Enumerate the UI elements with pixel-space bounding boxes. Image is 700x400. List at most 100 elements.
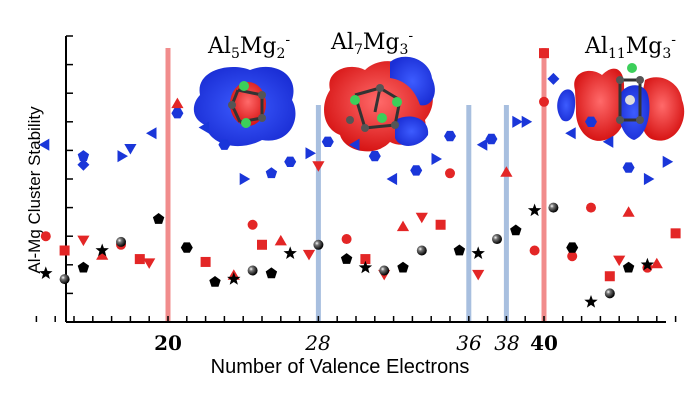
cluster-label-al7mg3: Al7Mg3-: [330, 28, 413, 58]
data-point-s1-1: [59, 245, 70, 256]
x-axis-label: Number of Valence Electrons: [211, 356, 470, 378]
data-point-s2-12: [313, 239, 324, 250]
data-point-s0-20: [476, 138, 488, 151]
data-point-s1-15: [341, 234, 352, 245]
data-point-s0-7: [198, 121, 210, 134]
data-point-s2-15: [379, 265, 390, 276]
data-point-s1-10: [247, 219, 258, 230]
highlight-line-38: [503, 105, 509, 322]
data-point-s2-16: [397, 261, 409, 273]
data-point-s0-24: [547, 72, 560, 85]
y-axis-ticks: [66, 35, 73, 323]
data-point-s2-27: [622, 261, 635, 273]
data-point-s0-30: [662, 155, 674, 168]
data-point-s0-26: [585, 116, 597, 127]
data-point-s2-1: [59, 274, 70, 285]
data-point-s0-16: [386, 172, 398, 186]
data-point-s1-27: [567, 251, 578, 262]
data-point-s1-30: [613, 255, 626, 267]
data-point-s0-10: [265, 167, 278, 179]
data-point-s1-21: [445, 168, 455, 179]
orbital-image-al5mg2: [193, 66, 296, 147]
highlight-line-20: [165, 48, 171, 322]
data-point-s2-2: [77, 261, 90, 273]
data-point-s2-3: [95, 243, 109, 257]
data-point-s2-19: [471, 246, 485, 259]
orbital-image-al11mg3: [557, 63, 685, 141]
x-tick-label-40: 40: [530, 331, 558, 355]
x-tick-label-20: 20: [154, 331, 182, 355]
data-point-s2-9: [247, 265, 258, 276]
data-point-s1-16: [360, 254, 371, 265]
data-point-s2-4: [116, 236, 126, 247]
data-point-s1-18: [396, 220, 410, 232]
highlight-lines: [165, 48, 547, 322]
data-point-s0-14: [349, 138, 360, 151]
data-point-s0-2: [77, 150, 90, 161]
orbital-image-al7mg3: [324, 56, 435, 152]
highlight-line-40: [541, 48, 547, 322]
data-point-s0-6: [171, 108, 184, 119]
data-point-s0-27: [602, 135, 614, 148]
cluster-label-al11mg3: Al11Mg3-: [584, 32, 676, 62]
data-point-s2-28: [640, 257, 655, 271]
data-point-s2-17: [416, 245, 427, 256]
data-point-s2-26: [604, 288, 615, 299]
data-point-s2-8: [227, 272, 241, 285]
data-point-s1-0: [40, 231, 51, 242]
data-point-s0-5: [146, 127, 157, 140]
x-tick-label-28: 28: [304, 331, 330, 355]
data-points: [38, 48, 681, 308]
data-point-s1-34: [670, 228, 681, 239]
data-point-s1-24: [529, 245, 540, 256]
data-point-s2-18: [453, 244, 466, 256]
data-point-s2-6: [180, 242, 193, 253]
data-point-s2-24: [566, 242, 579, 253]
data-point-s2-25: [584, 295, 598, 308]
highlight-line-28: [315, 105, 321, 322]
data-point-s1-26: [539, 96, 549, 107]
data-point-s0-25: [565, 127, 576, 140]
data-point-s2-13: [340, 253, 353, 264]
data-point-s1-28: [586, 202, 596, 213]
data-point-s2-5: [152, 213, 165, 224]
data-point-s1-2: [77, 235, 90, 247]
data-point-s0-22: [512, 115, 523, 128]
data-point-s0-1: [77, 158, 90, 171]
data-point-s1-11: [257, 239, 267, 250]
data-point-s0-11: [284, 156, 297, 167]
data-point-s1-7: [171, 97, 184, 109]
data-point-s2-11: [283, 246, 297, 259]
data-point-s2-14: [358, 260, 373, 274]
data-point-s0-13: [321, 136, 334, 147]
x-axis-ticks: [35, 316, 677, 322]
cluster-labels: Al5Mg2- Al7Mg3- Al11Mg3-: [207, 28, 676, 62]
data-point-s1-8: [200, 256, 211, 267]
data-point-s1-14: [312, 161, 325, 172]
data-point-s2-22: [527, 203, 542, 217]
data-point-s0-4: [124, 144, 137, 155]
data-point-s0-29: [643, 172, 655, 186]
data-point-s1-29: [604, 271, 615, 282]
data-point-s1-13: [302, 249, 316, 261]
y-axis-label: Al-Mg Cluster Stability: [25, 106, 44, 274]
highlight-line-36: [466, 105, 472, 322]
data-point-s0-21: [485, 133, 498, 145]
x-tick-labels: 20 28 36 38 40: [154, 331, 558, 355]
data-point-s2-7: [209, 276, 221, 287]
x-tick-label-36: 36: [456, 331, 482, 355]
data-point-s1-3: [96, 249, 109, 260]
data-point-s1-20: [435, 219, 446, 230]
data-point-s2-0: [39, 266, 53, 279]
data-point-s1-23: [500, 166, 513, 177]
data-point-s2-23: [548, 202, 559, 213]
data-point-s0-23: [521, 115, 533, 128]
cluster-label-al5mg2: Al5Mg2-: [207, 32, 290, 62]
data-point-s0-12: [305, 147, 316, 160]
data-point-s0-9: [239, 172, 251, 186]
data-point-s0-28: [622, 162, 635, 173]
data-point-s0-19: [444, 130, 456, 142]
data-point-s2-20: [492, 234, 502, 245]
data-point-s0-8: [218, 139, 231, 150]
data-point-s1-25: [539, 48, 549, 59]
